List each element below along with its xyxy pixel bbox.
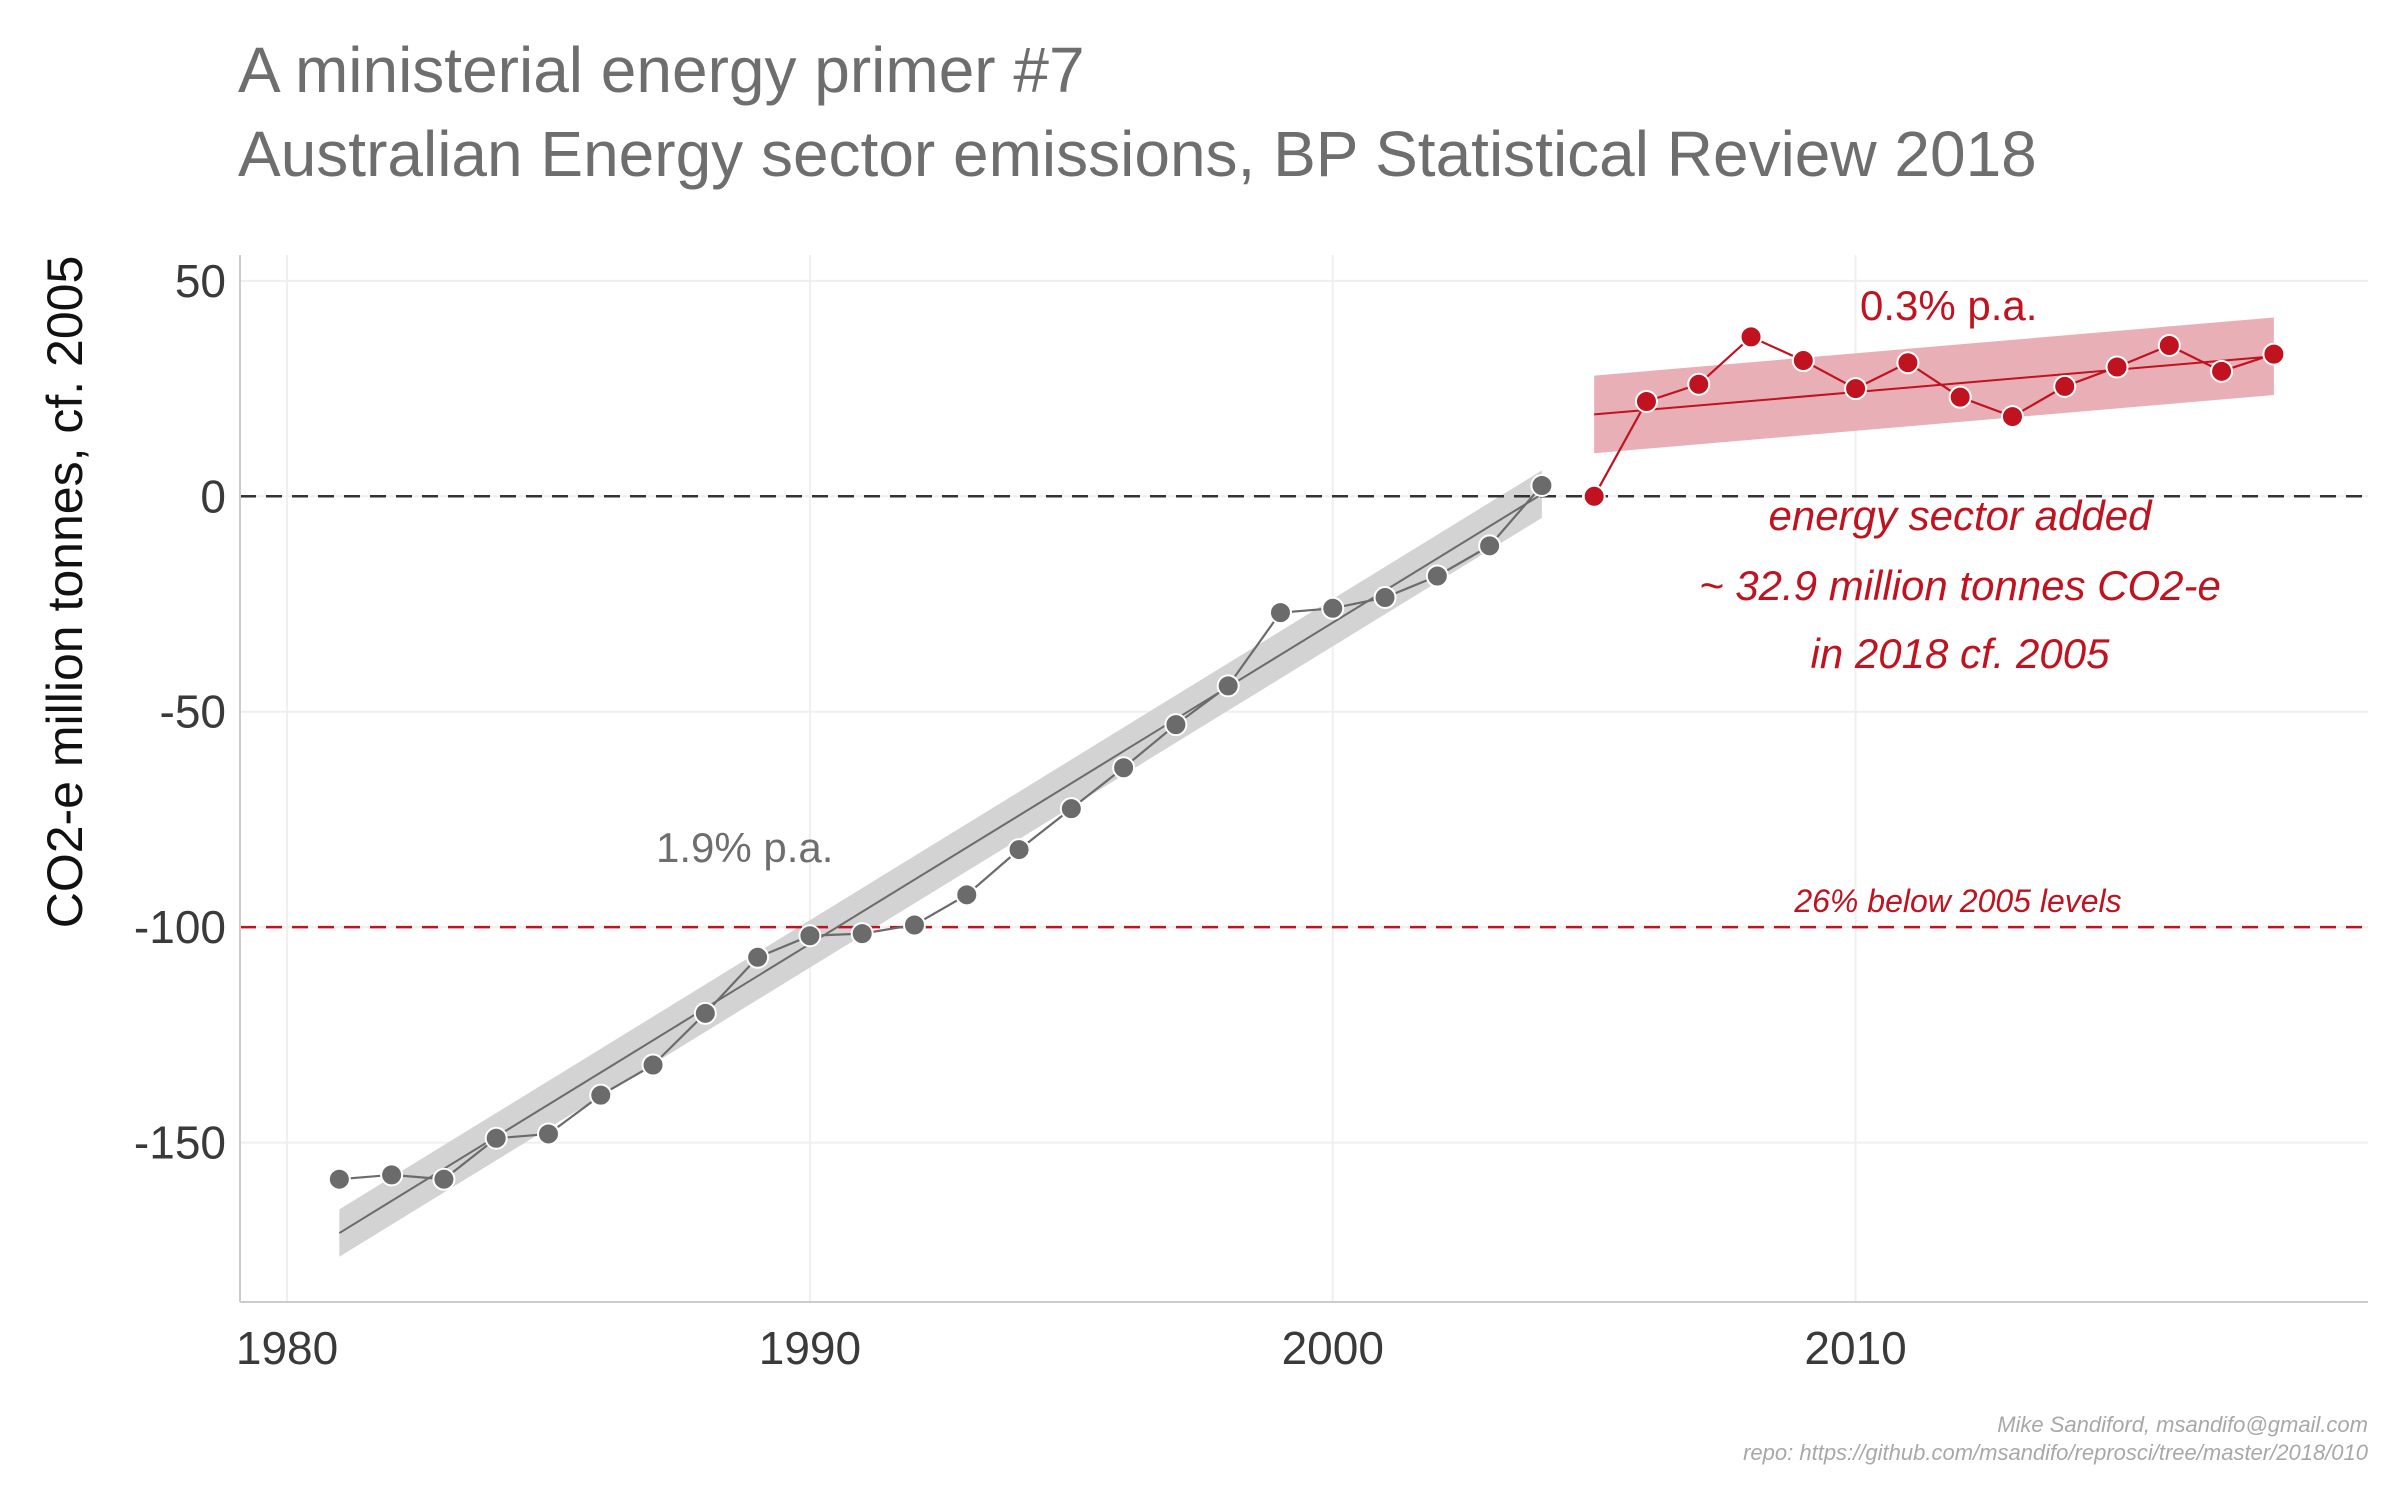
data-point-0-22 <box>1478 534 1502 558</box>
data-point-0-23 <box>1530 474 1554 498</box>
data-point-0-19 <box>1321 596 1345 620</box>
data-point-0-11 <box>902 913 926 937</box>
reference-lines <box>240 495 2368 929</box>
data-point-1-2 <box>1687 372 1711 396</box>
data-point-0-1 <box>380 1163 404 1187</box>
x-tick-label-2: 2000 <box>1282 1322 1384 1374</box>
data-point-1-0 <box>1582 484 1606 508</box>
data-point-0-20 <box>1373 586 1397 610</box>
y-tick-label-3: -100 <box>134 901 226 953</box>
confidence-bands <box>339 317 2274 1257</box>
data-point-0-6 <box>641 1053 665 1077</box>
chart-title-line2: Australian Energy sector emissions, BP S… <box>238 118 2037 190</box>
data-point-0-5 <box>589 1083 613 1107</box>
trend-line-1 <box>1594 355 2274 416</box>
data-point-1-9 <box>2053 374 2077 398</box>
data-point-1-6 <box>1896 351 1920 375</box>
data-point-0-4 <box>536 1122 560 1146</box>
y-tick-label-2: -50 <box>160 686 226 738</box>
data-point-0-9 <box>798 924 822 948</box>
y-tick-label-1: 0 <box>200 470 226 522</box>
data-point-0-17 <box>1216 674 1240 698</box>
trend-lines <box>338 355 2274 1234</box>
data-points <box>327 325 2286 1191</box>
x-tick-label-1: 1990 <box>759 1322 861 1374</box>
growth-late-annotation: 0.3% p.a. <box>1860 282 2037 329</box>
y-tick-label-0: 50 <box>175 255 226 307</box>
credit-line2: repo: https://github.com/msandifo/repros… <box>1743 1440 2369 1465</box>
added-annotation-line3: in 2018 cf. 2005 <box>1811 630 2111 677</box>
credit-line1: Mike Sandiford, msandifo@gmail.com <box>1997 1412 2368 1437</box>
data-point-1-8 <box>2000 405 2024 429</box>
data-point-0-21 <box>1425 564 1449 588</box>
data-point-0-0 <box>327 1167 351 1191</box>
data-point-0-12 <box>955 883 979 907</box>
data-point-0-2 <box>432 1167 456 1191</box>
data-point-0-16 <box>1164 713 1188 737</box>
data-point-0-8 <box>746 945 770 969</box>
data-point-0-3 <box>484 1126 508 1150</box>
data-point-0-10 <box>850 922 874 946</box>
data-point-0-7 <box>693 1001 717 1025</box>
data-point-1-10 <box>2105 355 2129 379</box>
chart-title-line1: A ministerial energy primer #7 <box>238 34 1085 106</box>
data-point-0-18 <box>1268 601 1292 625</box>
data-point-1-1 <box>1634 389 1658 413</box>
data-point-1-11 <box>2157 333 2181 357</box>
y-axis-title: CO2-e million tonnes, cf. 2005 <box>37 256 93 929</box>
target-annotation: 26% below 2005 levels <box>1793 883 2121 919</box>
tick-labels: 1980 1990 2000 2010 50 0 -50 -100 -150 <box>134 255 1907 1374</box>
data-point-1-5 <box>1844 377 1868 401</box>
data-point-0-14 <box>1059 797 1083 821</box>
data-point-1-12 <box>2210 359 2234 383</box>
data-point-1-3 <box>1739 325 1763 349</box>
x-tick-label-3: 2010 <box>1804 1322 1906 1374</box>
data-point-1-4 <box>1791 349 1815 373</box>
growth-early-annotation: 1.9% p.a. <box>656 824 833 871</box>
data-point-1-13 <box>2262 342 2286 366</box>
x-tick-label-0: 1980 <box>236 1322 338 1374</box>
axes <box>239 255 2368 1303</box>
added-annotation-line1: energy sector added <box>1769 492 2154 539</box>
added-annotation-line2: ~ 32.9 million tonnes CO2-e <box>1699 562 2221 609</box>
grid-lines <box>240 255 2368 1302</box>
data-point-1-7 <box>1948 385 1972 409</box>
data-point-0-13 <box>1007 838 1031 862</box>
data-point-0-15 <box>1112 756 1136 780</box>
trend-line-0 <box>338 493 1543 1234</box>
y-tick-label-4: -150 <box>134 1117 226 1169</box>
